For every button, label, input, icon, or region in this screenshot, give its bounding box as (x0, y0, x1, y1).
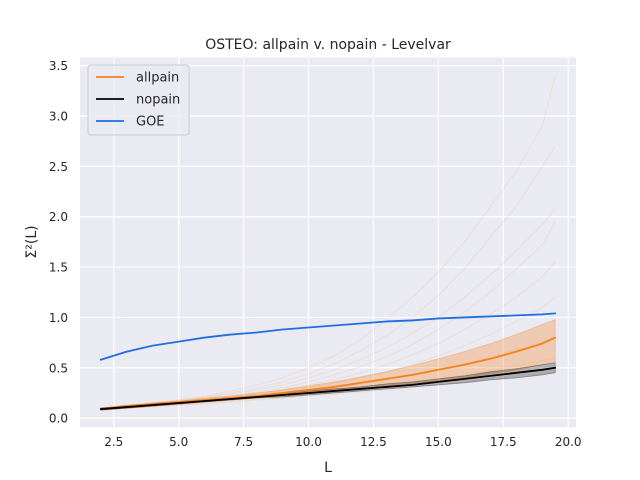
legend: allpain nopain GOE (87, 64, 190, 136)
x-tick-label: 12.5 (360, 435, 387, 449)
x-tick-label: 2.5 (104, 435, 123, 449)
x-tick-labels: 2.5 5.0 7.5 10.0 12.5 15.0 17.5 20.0 (104, 435, 581, 449)
x-tick-label: 20.0 (555, 435, 582, 449)
series-line-allpain (99, 336, 557, 410)
individual-allpain-curve (100, 357, 556, 411)
y-tick-label: 0.0 (49, 412, 68, 426)
x-tick-label: 17.5 (490, 435, 517, 449)
y-tick-label: 1.5 (49, 261, 68, 275)
individual-allpain-curve (100, 208, 556, 410)
y-tick-label: 2.0 (49, 210, 68, 224)
y-axis-label: Σ²(L) (24, 225, 40, 258)
x-axis-label: L (324, 460, 332, 476)
individual-allpain-curve (100, 75, 556, 410)
x-tick-label: 7.5 (234, 435, 253, 449)
x-tick-label: 15.0 (425, 435, 452, 449)
y-tick-label: 3.0 (49, 110, 68, 124)
legend-label-nopain: nopain (136, 93, 180, 108)
grid (80, 57, 576, 428)
individual-allpain-curve (100, 335, 556, 411)
chart-title: OSTEO: allpain v. nopain - Levelvar (205, 37, 451, 53)
x-tick-label: 5.0 (169, 435, 188, 449)
y-tick-label: 3.5 (49, 59, 68, 73)
x-tick-label: 10.0 (295, 435, 322, 449)
y-tick-label: 1.0 (49, 311, 68, 325)
legend-label-goe: GOE (136, 115, 165, 130)
y-tick-label: 0.5 (49, 361, 68, 375)
series-lines (99, 312, 557, 410)
legend-label-allpain: allpain (136, 71, 179, 86)
series-line-nopain (99, 366, 557, 410)
series-line-goe (99, 312, 557, 361)
y-tick-label: 2.5 (49, 160, 68, 174)
individual-allpain-curve (100, 145, 556, 410)
legend-box (87, 64, 190, 136)
individual-allpain-curve (100, 370, 556, 411)
y-tick-labels: 0.0 0.5 1.0 1.5 2.0 2.5 3.0 3.5 (49, 59, 68, 425)
